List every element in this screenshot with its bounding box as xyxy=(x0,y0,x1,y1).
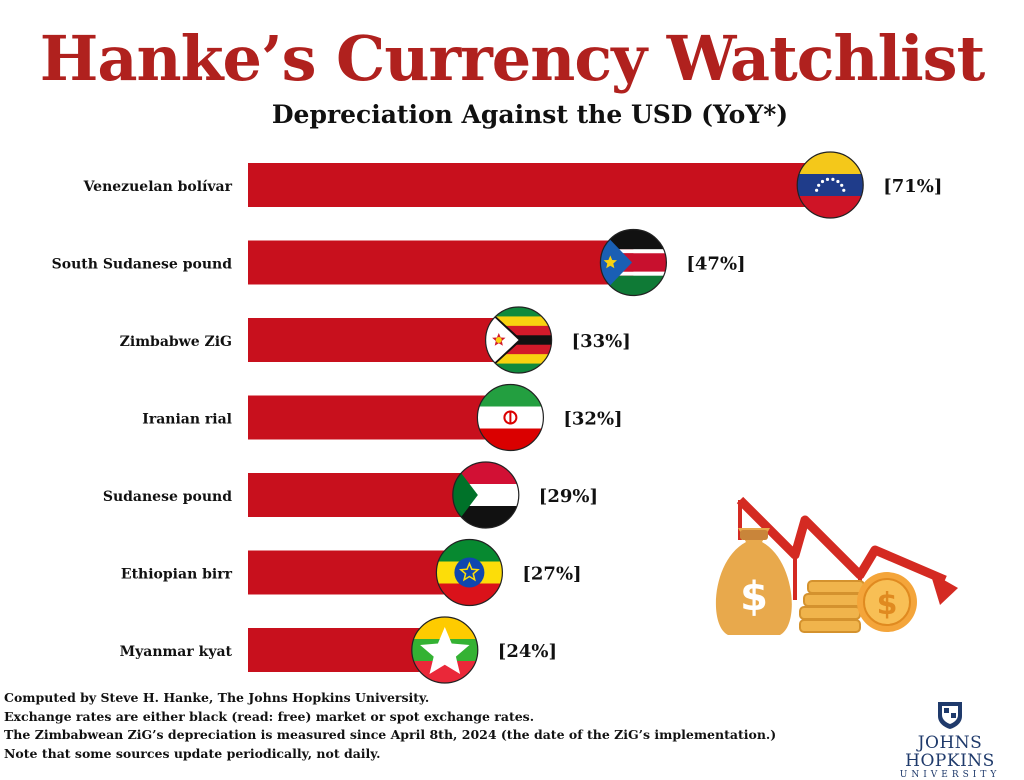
svg-text:$: $ xyxy=(740,574,768,620)
venezuela-flag-icon xyxy=(796,151,864,219)
value-label: [29%] xyxy=(539,486,598,507)
value-label: [47%] xyxy=(686,254,745,275)
footnote: Computed by Steve H. Hanke, The Johns Ho… xyxy=(4,690,430,705)
money-bag-icon: $ xyxy=(715,528,792,635)
south-sudan-flag-icon xyxy=(599,228,668,297)
category-label: Iranian rial xyxy=(142,412,232,428)
footnote: Note that some sources update periodical… xyxy=(4,745,381,761)
iran-flag-icon xyxy=(476,383,544,452)
value-label: [27%] xyxy=(522,564,581,585)
footnote: Exchange rates are either black (read: f… xyxy=(4,708,535,724)
bar xyxy=(248,240,634,285)
bar xyxy=(248,318,519,362)
value-label: [71%] xyxy=(883,176,942,197)
jhu-name: JOHNS HOPKINS xyxy=(905,733,995,771)
value-label: [24%] xyxy=(498,641,557,662)
category-label: Zimbabwe ZiG xyxy=(120,334,232,350)
zimbabwe-flag-icon xyxy=(484,306,553,374)
coin-stack-icon xyxy=(799,580,865,633)
category-label: Myanmar kyat xyxy=(120,644,233,660)
bar xyxy=(248,473,486,517)
category-label: Sudanese pound xyxy=(103,489,232,505)
bar-chart: Venezuelan bolívar [71%] South Sudanese po… xyxy=(52,151,942,684)
coin-icon: $ xyxy=(857,572,917,632)
chart-subtitle: Depreciation Against the USD (YoY*) xyxy=(271,100,789,129)
jhu-shield-icon xyxy=(938,702,962,729)
myanmar-flag-icon xyxy=(411,616,479,684)
footnote: The Zimbabwean ZiG’s depreciation is mea… xyxy=(4,727,777,742)
chart-title: Hanke’s Currency Watchlist xyxy=(39,22,985,95)
jhu-subtitle: UNIVERSITY xyxy=(899,770,1001,780)
footnotes: Computed by Steve H. Hanke, The Johns Ho… xyxy=(4,689,804,763)
bar xyxy=(248,163,831,207)
category-label: Venezuelan bolívar xyxy=(83,179,233,195)
jhu-logo: JOHNS HOPKINS UNIVERSITY xyxy=(880,700,1020,780)
category-label: Ethiopian birr xyxy=(121,567,233,583)
depreciation-illustration: $ $ xyxy=(715,496,958,635)
value-label: [33%] xyxy=(572,331,631,352)
value-label: [32%] xyxy=(563,409,622,430)
bar xyxy=(248,395,511,440)
bar xyxy=(248,550,470,595)
svg-text:$: $ xyxy=(877,587,898,622)
ethiopia-flag-icon xyxy=(435,538,503,607)
category-label: South Sudanese pound xyxy=(52,257,233,273)
sudan-flag-icon xyxy=(452,461,520,529)
